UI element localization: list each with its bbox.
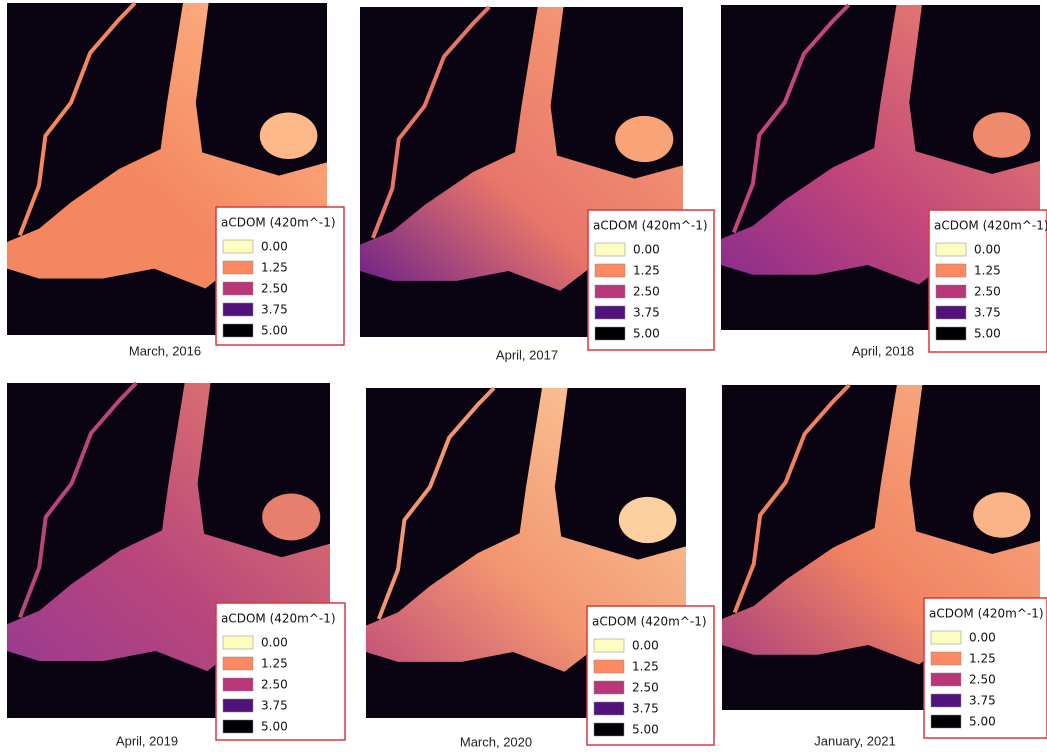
legend-label: 2.50	[632, 681, 659, 695]
map-panel: April, 2017 aCDOM (420m^-1) 0.00 1.25 2.50 3.…	[360, 7, 714, 362]
page: {"panels": [ {"caption": "March, 2016", …	[0, 0, 1047, 752]
caption: April, 2017	[496, 347, 558, 362]
legend-label: 5.00	[261, 720, 288, 734]
legend-swatch	[223, 720, 253, 733]
island	[619, 497, 677, 543]
legend-label: 5.00	[633, 327, 660, 341]
map-panel: March, 2020 aCDOM (420m^-1) 0.00 1.25 2.50 3.…	[366, 388, 714, 749]
legend-swatch	[223, 636, 253, 649]
legend-swatch	[595, 243, 625, 256]
island	[973, 112, 1030, 158]
legend-label: 3.75	[633, 306, 660, 320]
island	[262, 494, 320, 541]
legend-label: 2.50	[261, 282, 288, 296]
legend-swatch	[595, 306, 625, 319]
legend-label: 5.00	[261, 324, 288, 338]
caption: March, 2016	[129, 343, 201, 358]
legend-swatch	[223, 261, 253, 274]
legend-label: 0.00	[261, 240, 288, 254]
legend-label: 1.25	[261, 261, 288, 275]
legend-label: 5.00	[632, 723, 659, 737]
map-panel: March, 2016 aCDOM (420m^-1) 0.00 1.25 2.50 3.…	[7, 3, 344, 358]
legend-label: 2.50	[633, 285, 660, 299]
legend-label: 5.00	[974, 327, 1001, 341]
legend-swatch	[595, 264, 625, 277]
legend-title: aCDOM (420m^-1)	[221, 612, 336, 626]
legend-swatch	[931, 715, 961, 728]
map-panel: April, 2019 aCDOM (420m^-1) 0.00 1.25 2.50 3.…	[7, 383, 345, 748]
legend-swatch	[936, 243, 966, 256]
legend-label: 0.00	[632, 639, 659, 653]
legend-swatch	[223, 240, 253, 253]
legend-swatch	[223, 282, 253, 295]
island	[973, 492, 1030, 538]
legend-swatch	[595, 327, 625, 340]
legend-label: 1.25	[633, 264, 660, 278]
legend-swatch	[595, 285, 625, 298]
legend-label: 1.25	[261, 657, 288, 671]
island	[260, 113, 318, 159]
caption: January, 2021	[814, 733, 895, 748]
legend-swatch	[223, 657, 253, 670]
legend-title: aCDOM (420m^-1)	[934, 219, 1047, 233]
legend-label: 1.25	[974, 264, 1001, 278]
legend-label: 3.75	[261, 699, 288, 713]
legend-swatch	[931, 673, 961, 686]
legend-label: 3.75	[261, 303, 288, 317]
legend-swatch	[931, 631, 961, 644]
legend-label: 1.25	[969, 652, 996, 666]
legend-label: 2.50	[969, 673, 996, 687]
map-panel: January, 2021 aCDOM (420m^-1) 0.00 1.25 2.50…	[722, 385, 1047, 748]
legend-swatch	[931, 694, 961, 707]
legend-title: aCDOM (420m^-1)	[593, 219, 708, 233]
island	[615, 116, 673, 162]
legend-label: 3.75	[969, 694, 996, 708]
legend-label: 3.75	[632, 702, 659, 716]
legend-swatch	[223, 303, 253, 316]
legend-swatch	[594, 723, 624, 736]
map-panel: April, 2018 aCDOM (420m^-1) 0.00 1.25 2.50 3.…	[721, 5, 1047, 358]
legend-label: 5.00	[969, 715, 996, 729]
legend-swatch	[936, 327, 966, 340]
legend-label: 2.50	[974, 285, 1001, 299]
legend-label: 0.00	[974, 243, 1001, 257]
legend-swatch	[936, 306, 966, 319]
legend-label: 3.75	[974, 306, 1001, 320]
legend-label: 1.25	[632, 660, 659, 674]
legend-swatch	[594, 702, 624, 715]
caption: April, 2019	[116, 733, 178, 748]
legend-label: 2.50	[261, 678, 288, 692]
legend-swatch	[931, 652, 961, 665]
legend-swatch	[223, 324, 253, 337]
legend-swatch	[936, 285, 966, 298]
legend-title: aCDOM (420m^-1)	[929, 607, 1044, 621]
legend-title: aCDOM (420m^-1)	[592, 615, 707, 629]
legend-title: aCDOM (420m^-1)	[221, 216, 336, 230]
caption: April, 2018	[852, 343, 914, 358]
legend-label: 0.00	[969, 631, 996, 645]
legend-label: 0.00	[633, 243, 660, 257]
figure: March, 2016 aCDOM (420m^-1) 0.00 1.25 2.50 3.…	[0, 0, 1047, 752]
legend-swatch	[936, 264, 966, 277]
caption: March, 2020	[460, 734, 532, 749]
legend-swatch	[223, 699, 253, 712]
legend-swatch	[594, 639, 624, 652]
legend-swatch	[223, 678, 253, 691]
legend-swatch	[594, 660, 624, 673]
legend-swatch	[594, 681, 624, 694]
legend-label: 0.00	[261, 636, 288, 650]
